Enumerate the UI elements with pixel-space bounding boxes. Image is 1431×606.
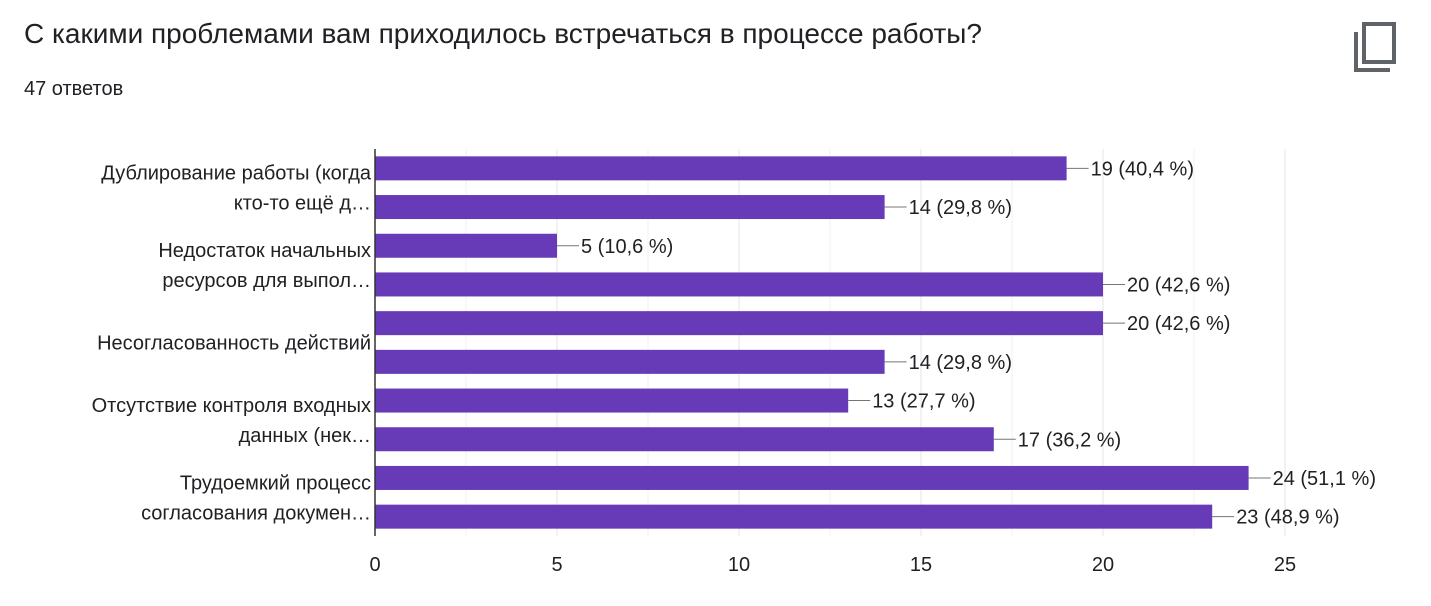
x-tick-label: 10 — [728, 554, 750, 576]
label-clip-mask — [0, 120, 375, 148]
bar — [375, 504, 1213, 529]
data-label: 20 (42,6 %) — [1127, 274, 1230, 296]
x-tick-label: 25 — [1274, 554, 1296, 576]
category-label: Отсутствие контроля входных — [92, 395, 371, 417]
data-label: 24 (51,1 %) — [1273, 468, 1376, 490]
category-label: ресурсов для выпол… — [162, 270, 371, 292]
category-label: данных (нек… — [239, 425, 371, 447]
bar — [375, 465, 1249, 490]
data-label: 14 (29,8 %) — [909, 197, 1012, 219]
data-label: 14 (29,8 %) — [909, 352, 1012, 374]
category-label: кто-то ещё д… — [234, 193, 371, 215]
data-label: 5 (10,6 %) — [581, 236, 673, 258]
copy-chart-button[interactable] — [1346, 18, 1402, 74]
bar — [375, 233, 557, 258]
x-tick-label: 5 — [551, 554, 562, 576]
category-label: Недостаток начальных — [158, 240, 371, 262]
category-label: согласования докумен… — [141, 502, 371, 524]
category-label: Трудоемкий процесс — [180, 472, 371, 494]
copy-icon — [1354, 22, 1396, 72]
data-label: 17 (36,2 %) — [1018, 429, 1121, 451]
x-tick-label: 20 — [1092, 554, 1114, 576]
data-label: 23 (48,9 %) — [1236, 507, 1339, 529]
question-title: С какими проблемами вам приходилось встр… — [24, 18, 983, 49]
x-tick-label: 15 — [910, 554, 932, 576]
bar — [375, 156, 1067, 181]
response-count: 47 ответов — [24, 78, 124, 100]
data-label: 20 (42,6 %) — [1127, 313, 1230, 335]
x-tick-label: 0 — [369, 554, 380, 576]
category-label: Несогласованность действий — [97, 333, 371, 355]
bar — [375, 195, 885, 220]
bar — [375, 388, 849, 413]
bar — [375, 427, 994, 452]
category-label: Дублирование работы (когда — [101, 163, 372, 185]
bar — [375, 349, 885, 374]
data-label: 19 (40,4 %) — [1091, 158, 1194, 180]
data-label: 13 (27,7 %) — [872, 391, 975, 413]
bar — [375, 311, 1103, 336]
bar — [375, 272, 1103, 297]
